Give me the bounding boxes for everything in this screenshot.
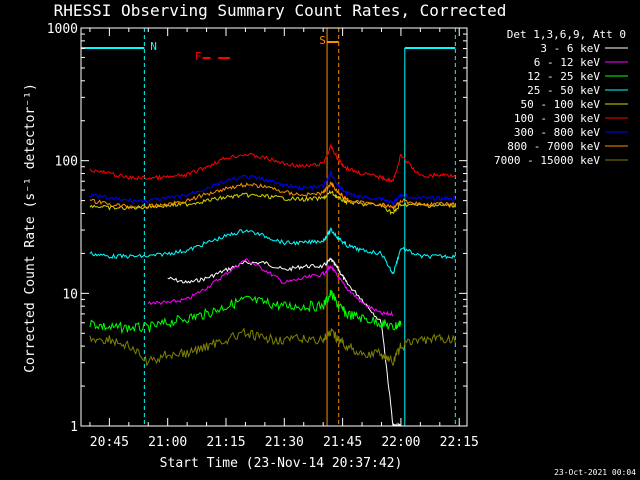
x-tick-label: 21:15: [206, 435, 245, 450]
y-axis-label: Corrected Count Rate (s⁻¹ detector⁻¹): [23, 83, 38, 373]
chart-title: RHESSI Observing Summary Count Rates, Co…: [54, 1, 507, 20]
series-line: [89, 169, 456, 206]
plot-clip-layer: [81, 28, 456, 426]
annotations: N F S: [150, 34, 326, 63]
legend-entry-label: 25 - 50 keV: [527, 84, 600, 97]
x-tick-label: 22:15: [440, 435, 479, 450]
legend-entry-label: 100 - 300 keV: [514, 112, 600, 125]
annotation-label: F: [195, 50, 202, 63]
x-tick-label: 21:30: [265, 435, 304, 450]
legend-entry-label: 6 - 12 keV: [534, 56, 601, 69]
series-line: [89, 142, 456, 183]
legend-entry-label: 50 - 100 keV: [521, 98, 601, 111]
footer-timestamp: 23-Oct-2021 00:04: [554, 468, 636, 477]
series-line: [89, 327, 456, 367]
y-tick-label: 10: [62, 287, 78, 302]
legend-title: Det 1,3,6,9, Att 0: [507, 28, 626, 41]
x-tick-label: 22:00: [381, 435, 420, 450]
y-tick-label: 100: [55, 155, 78, 170]
annotation-label: N: [150, 40, 157, 53]
x-tick-label: 21:00: [148, 435, 187, 450]
series-line: [89, 226, 456, 275]
attenuator-markers: [81, 28, 456, 426]
x-tick-label: 20:45: [90, 435, 129, 450]
series-layer: [89, 142, 456, 426]
series-line: [147, 258, 394, 317]
legend-entry-label: 7000 - 15000 keV: [494, 154, 600, 167]
y-axis: 1 10 100 1000: [47, 22, 467, 435]
series-line: [89, 181, 456, 212]
legend-entry-label: 12 - 25 keV: [527, 70, 600, 83]
legend-entry-label: 3 - 6 keV: [540, 42, 600, 55]
plot-frame: [80, 27, 468, 427]
series-line: [89, 189, 456, 216]
annotation-label: S: [319, 34, 326, 47]
x-axis-label: Start Time (23-Nov-14 20:37:42): [160, 456, 403, 471]
x-tick-label: 21:45: [323, 435, 362, 450]
legend-entry-label: 300 - 800 keV: [514, 126, 600, 139]
legend-entry-label: 800 - 7000 keV: [507, 140, 600, 153]
x-axis: 20:45 21:00 21:15 21:30 21:45 22:00 22:15: [89, 28, 479, 450]
y-tick-label: 1: [70, 420, 78, 435]
series-line: [167, 257, 402, 426]
y-tick-label: 1000: [47, 22, 78, 37]
series-line: [89, 289, 402, 335]
